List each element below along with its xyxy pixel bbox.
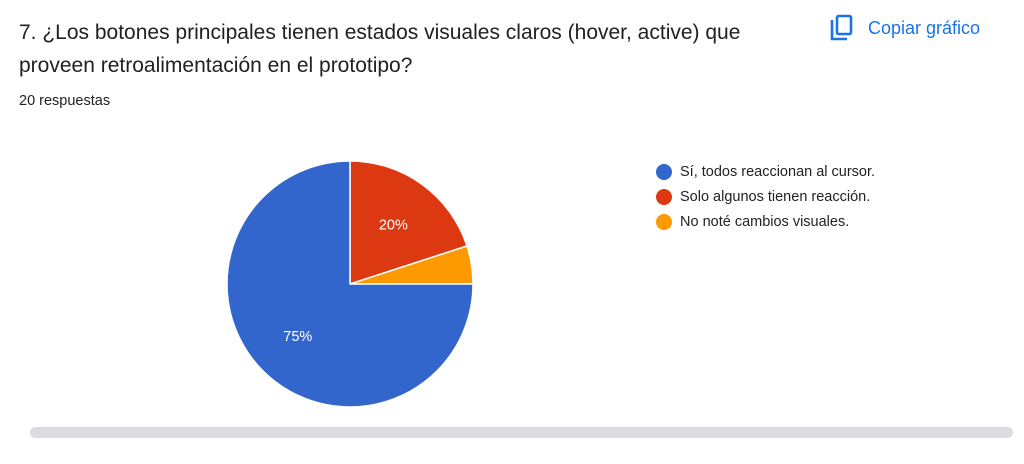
horizontal-scrollbar[interactable]: [30, 427, 1013, 438]
legend-swatch: [656, 163, 672, 180]
legend-item[interactable]: Solo algunos tienen reacción.: [656, 184, 875, 209]
legend-label: No noté cambios visuales.: [680, 213, 850, 230]
legend-label: Sí, todos reaccionan al cursor.: [680, 163, 876, 180]
question-title: 7. ¿Los botones principales tienen estad…: [19, 21, 741, 77]
response-count: 20 respuestas: [19, 93, 111, 109]
copy-chart-button[interactable]: Copiar gráfico: [830, 14, 980, 42]
legend-item[interactable]: Sí, todos reaccionan al cursor.: [656, 159, 875, 184]
pie-data-label: 75%: [283, 329, 312, 345]
chart-legend: Sí, todos reaccionan al cursor. Solo alg…: [656, 159, 875, 234]
legend-item[interactable]: No noté cambios visuales.: [656, 209, 875, 234]
copy-chart-label: Copiar gráfico: [868, 17, 981, 38]
legend-swatch: [656, 188, 672, 205]
pie-slice[interactable]: [226, 160, 474, 408]
pie-slice[interactable]: [349, 160, 468, 286]
copy-icon: [830, 14, 853, 41]
legend-swatch: [656, 213, 672, 230]
pie-chart: 20% 75%: [226, 160, 474, 408]
legend-label: Solo algunos tienen reacción.: [680, 188, 871, 205]
pie-data-label: 20%: [379, 217, 408, 233]
